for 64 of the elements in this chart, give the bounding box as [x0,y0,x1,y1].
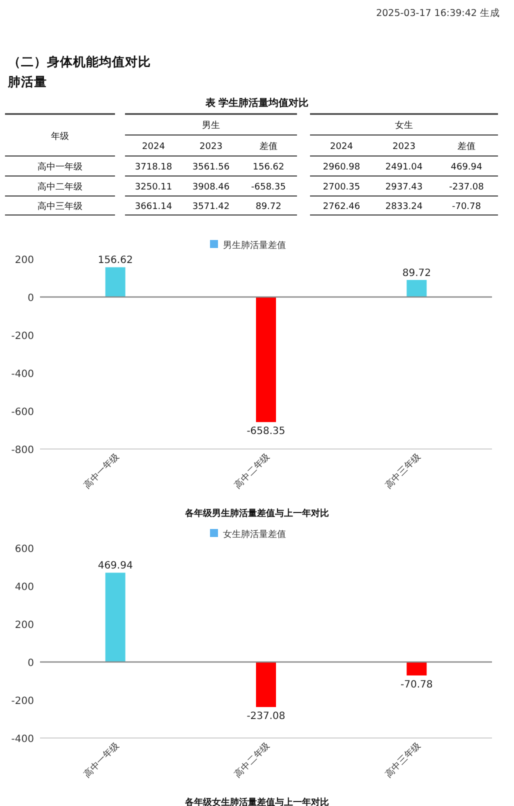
bar [406,280,427,297]
text: 2023 [200,142,222,152]
text: 2025-03-17 16:39:42 生成 [376,7,500,19]
data-label: -237.08 [246,711,286,722]
text: 表 学生肺活量均值对比 [204,97,309,109]
text: 女生 [395,120,413,131]
text: 3908.46 [192,182,230,192]
text: -658.35 [251,182,286,192]
y-tick-label: -600 [11,407,34,418]
text: 2024 [142,142,166,152]
text: 2960.98 [322,162,360,172]
x-tick-label: 高中三年级 [383,451,423,491]
x-tick-label: 高中三年级 [383,740,423,780]
y-tick-label: -200 [11,331,34,342]
y-tick-label: -200 [11,696,34,707]
text: 差值 [260,141,278,152]
text: 469.94 [450,162,483,172]
y-tick-label: 0 [28,293,34,304]
text: 3718.18 [134,162,172,172]
data-label: 469.94 [98,560,133,572]
text: 3571.42 [192,202,230,212]
y-tick-label: 200 [14,255,34,266]
bar [256,297,276,422]
text: 各年级男生肺活量差值与上一年对比 [184,508,329,519]
text: 2024 [330,142,354,152]
text: 3661.14 [134,202,172,212]
y-tick-label: -400 [11,369,34,380]
x-tick-label: 高中一年级 [82,740,122,780]
x-tick-label: 高中一年级 [82,451,122,491]
y-tick-label: 600 [14,544,34,555]
text: -70.78 [452,202,482,212]
text: 156.62 [252,162,284,172]
text: 女生肺活量差值 [223,529,286,540]
data-label: -658.35 [246,426,286,438]
text: 男生 [202,120,220,131]
y-tick-label: 0 [28,658,34,669]
x-tick-label: 高中二年级 [232,451,272,491]
x-tick-label: 高中二年级 [232,740,272,780]
data-label: 156.62 [98,255,133,266]
text: 89.72 [256,202,282,212]
text: 2762.46 [322,202,360,212]
text: （二）身体机能均值对比 [8,54,151,69]
text: 男生肺活量差值 [223,240,286,251]
text: 2023 [392,142,416,152]
text: 2700.35 [322,182,360,192]
data-label: -70.78 [400,679,433,690]
text: 差值 [458,141,476,152]
text: 肺活量 [7,74,47,89]
y-tick-label: -800 [11,445,34,456]
text: 高中一年级 [38,162,82,172]
text: 3561.56 [192,162,230,172]
text: 2833.24 [385,202,423,212]
bar [105,267,126,297]
y-tick-label: 200 [14,620,34,631]
y-tick-label: 400 [14,582,34,593]
text: 年级 [51,131,69,142]
text: 3250.11 [134,182,172,192]
y-tick-label: -400 [11,734,34,745]
text: 2491.04 [385,162,423,172]
data-label: 89.72 [402,268,431,279]
text: 高中二年级 [38,182,82,192]
text: 高中三年级 [38,201,82,212]
text: -237.08 [449,182,484,192]
text: 2937.43 [385,182,423,192]
